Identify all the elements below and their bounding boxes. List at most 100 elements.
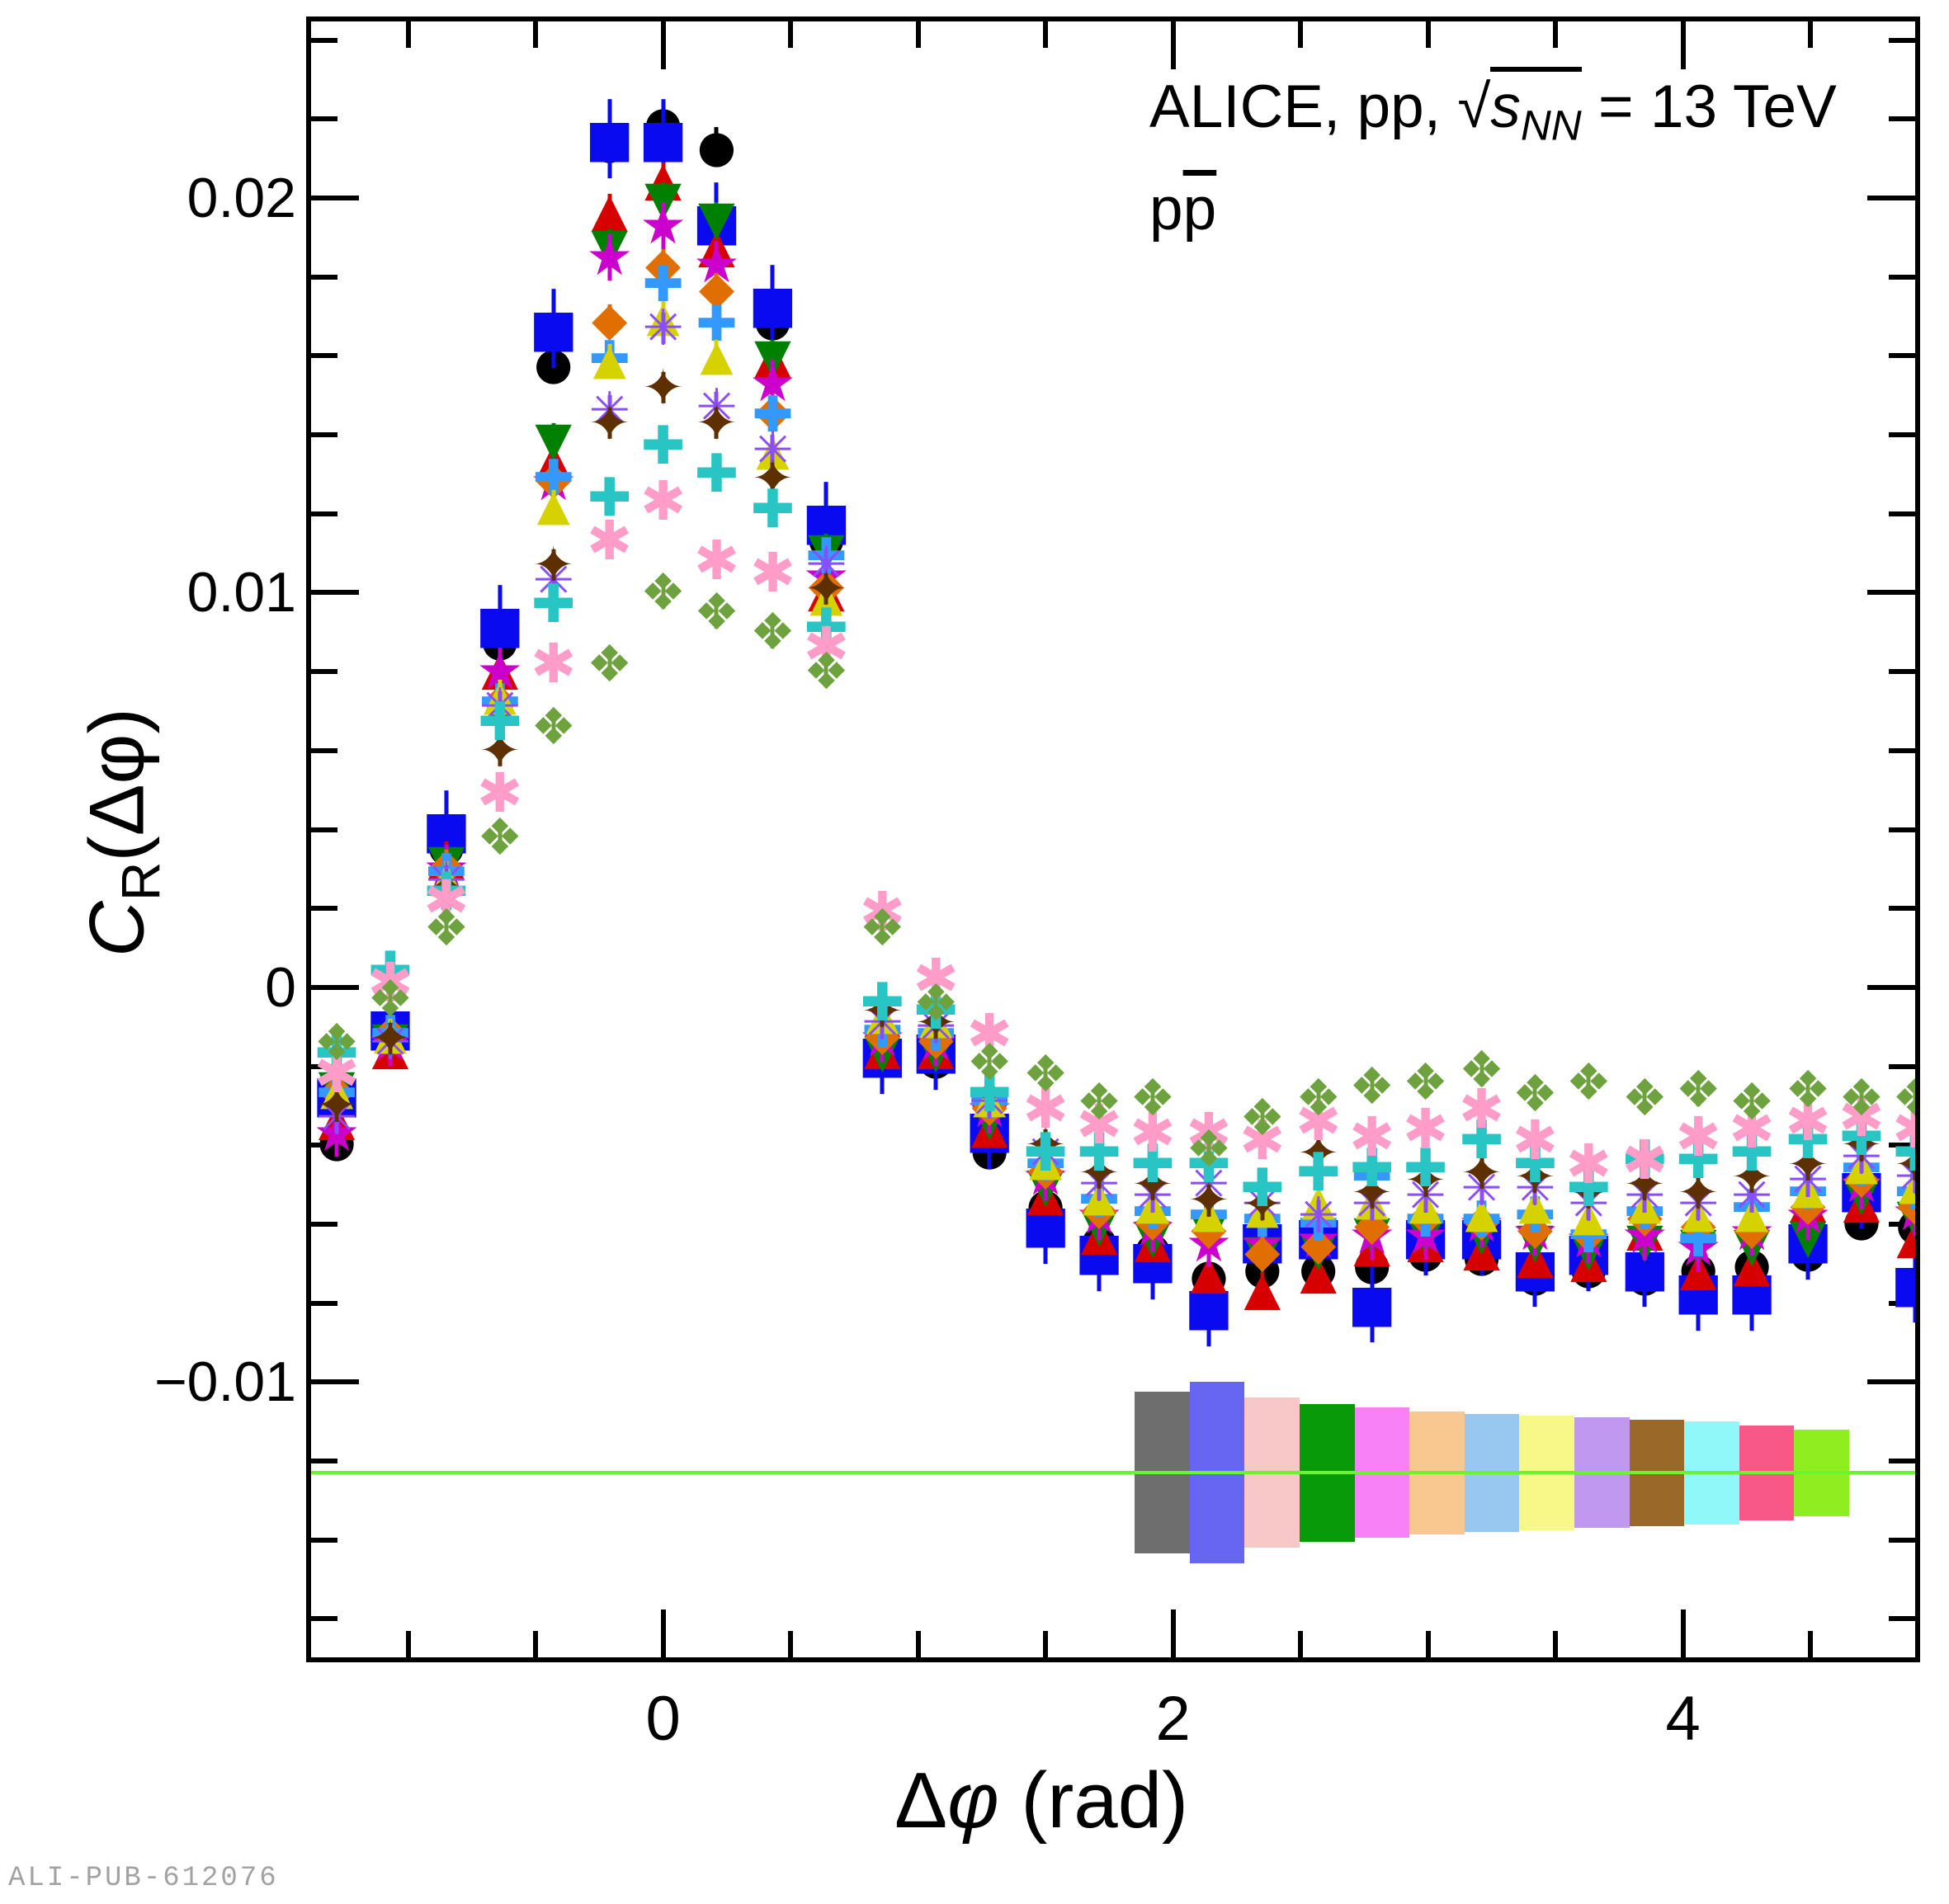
y-tick	[311, 1221, 337, 1227]
error-bar	[770, 360, 775, 408]
error-bar	[1749, 1212, 1754, 1244]
error-bar	[1097, 1157, 1102, 1189]
x-tick	[788, 1631, 794, 1657]
error-bar	[714, 596, 719, 629]
x-tick	[1298, 1631, 1304, 1657]
error-bar	[444, 912, 449, 945]
y-tick	[311, 353, 337, 359]
error-bar	[1805, 1149, 1810, 1181]
error-bar	[1206, 1220, 1211, 1268]
error-bar	[1260, 1188, 1265, 1221]
error-bar	[714, 545, 719, 577]
error-bar	[498, 734, 503, 766]
error-bar	[1749, 1113, 1754, 1146]
x-tick	[1425, 1631, 1431, 1657]
y-tick	[1889, 37, 1915, 43]
error-bar	[1642, 1082, 1647, 1114]
y-tick	[1889, 1221, 1915, 1227]
error-bar	[1043, 1137, 1048, 1169]
error-bar	[823, 632, 828, 664]
error-bar	[823, 656, 828, 688]
error-bar	[1913, 1137, 1915, 1169]
y-tick	[1867, 984, 1915, 990]
x-tick	[1298, 21, 1304, 48]
error-bar	[388, 983, 393, 1016]
error-bar	[1260, 1101, 1265, 1133]
y-tick	[1889, 511, 1915, 516]
error-bar	[607, 304, 612, 337]
y-tick	[311, 1616, 337, 1622]
x-tick	[1680, 1609, 1686, 1657]
error-bar	[498, 584, 503, 664]
error-bar	[1370, 1176, 1375, 1209]
error-bar	[1150, 1082, 1155, 1114]
error-bar	[551, 462, 556, 494]
error-bar	[1097, 1086, 1102, 1118]
error-bar	[714, 241, 719, 290]
y-tick	[1889, 274, 1915, 280]
y-tick	[1889, 1063, 1915, 1069]
error-bar	[1532, 1240, 1537, 1272]
error-bar	[498, 707, 503, 739]
error-bar	[1642, 1145, 1647, 1177]
error-bar	[551, 422, 556, 455]
error-bar	[1206, 1149, 1211, 1181]
x-tick	[915, 21, 921, 48]
error-bar	[334, 1058, 339, 1091]
y-tick	[1889, 747, 1915, 753]
x-tick	[915, 1631, 921, 1657]
y-tick	[1889, 906, 1915, 912]
y-tick	[1889, 1459, 1915, 1463]
error-bar	[1479, 1157, 1484, 1189]
error-bar	[823, 549, 828, 582]
error-bar	[1206, 1117, 1211, 1150]
error-bar	[714, 201, 719, 234]
error-bar	[1859, 1082, 1864, 1114]
error-bar	[1696, 1145, 1701, 1177]
error-bar	[334, 1090, 339, 1122]
y-tick	[311, 37, 337, 43]
x-tick	[788, 21, 794, 48]
error-bar	[987, 1019, 992, 1051]
error-bar	[551, 588, 556, 620]
error-bar	[770, 399, 775, 431]
x-tick	[1680, 21, 1686, 69]
error-bar	[498, 691, 503, 723]
error-bar	[1043, 1185, 1048, 1264]
y-tick	[1889, 1537, 1915, 1543]
x-tick	[1808, 1631, 1814, 1657]
y-tick	[1889, 1616, 1915, 1622]
error-bar	[1260, 1172, 1265, 1205]
error-bar	[1423, 1204, 1428, 1237]
y-tick	[1889, 1300, 1915, 1306]
error-bar	[1423, 1152, 1428, 1185]
error-bar	[1370, 1121, 1375, 1153]
y-tick	[1889, 669, 1915, 675]
error-bar	[498, 778, 503, 810]
y-tick	[311, 1143, 337, 1148]
y-tick	[311, 511, 337, 516]
error-bar	[1150, 1220, 1155, 1299]
error-bar	[1043, 1094, 1048, 1126]
error-bar	[770, 340, 775, 372]
error-bar	[444, 789, 449, 870]
y-tick	[1889, 353, 1915, 359]
error-bar	[880, 896, 885, 929]
error-bar	[607, 407, 612, 439]
error-bar	[1586, 1220, 1591, 1252]
error-bar	[1586, 1149, 1591, 1181]
error-bar	[551, 648, 556, 680]
error-bar	[607, 99, 612, 179]
error-bar	[1642, 1228, 1647, 1308]
error-bar	[1913, 1243, 1915, 1323]
y-tick	[311, 116, 337, 122]
error-bar	[661, 99, 666, 179]
error-bar	[1749, 1137, 1754, 1169]
error-bar	[1696, 1074, 1701, 1106]
y-axis-title: CR(Δφ)	[73, 708, 172, 957]
error-bar	[1479, 1054, 1484, 1086]
y-tick	[311, 590, 359, 596]
error-bar	[1913, 1113, 1915, 1146]
error-bar	[1805, 1074, 1810, 1106]
y-tick-label: 0.02	[186, 167, 296, 230]
